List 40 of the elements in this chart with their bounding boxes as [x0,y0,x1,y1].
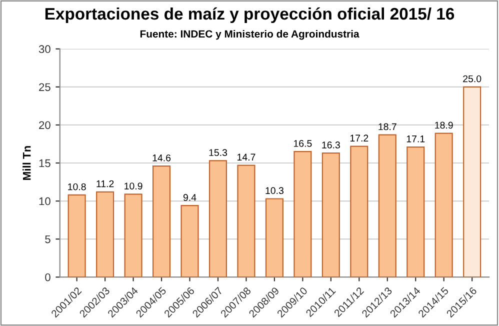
bar [96,191,114,278]
bar [350,146,368,278]
data-label: 18.7 [378,123,396,130]
y-tick-label: 10 [39,197,50,206]
bar [378,134,396,278]
y-tick-label: 30 [38,45,50,54]
bar [265,198,284,278]
bar [322,152,340,278]
data-label: 16.5 [294,140,312,147]
y-tick-label: 5 [45,235,50,244]
bar [406,146,425,278]
bar [152,165,171,278]
y-axis-title: Mill Tn [22,146,31,180]
bar [294,151,312,278]
y-tick-label: 15 [39,159,50,168]
data-label: 10.3 [266,187,284,194]
bar [124,194,142,278]
data-label: 15.3 [209,149,228,156]
bar [68,194,86,278]
bar [237,164,256,278]
y-tick-label: 0 [45,273,50,282]
data-label: 9.4 [183,194,196,201]
data-label: 17.1 [406,136,425,142]
bar [434,132,453,278]
chart-subtitle: Fuente: INDEC y Ministerio de Agroindustria [140,30,360,40]
data-label: 18.9 [435,122,453,129]
data-label: 14.6 [152,154,171,162]
data-label: 14.7 [238,154,256,160]
data-label: 11.2 [96,180,114,188]
bar [208,160,228,278]
data-label: 10.8 [68,183,86,190]
chart-title: Exportaciones de maíz y proyección oficial 2015/ 16 [45,7,454,24]
bar [463,86,482,278]
data-label: 17.2 [350,134,368,142]
data-label: 10.9 [124,182,142,190]
y-tick-label: 25 [39,83,50,92]
data-label: 16.3 [322,142,340,148]
data-label: 25.0 [463,75,482,82]
y-tick-label: 20 [39,121,50,130]
bar [180,205,199,278]
